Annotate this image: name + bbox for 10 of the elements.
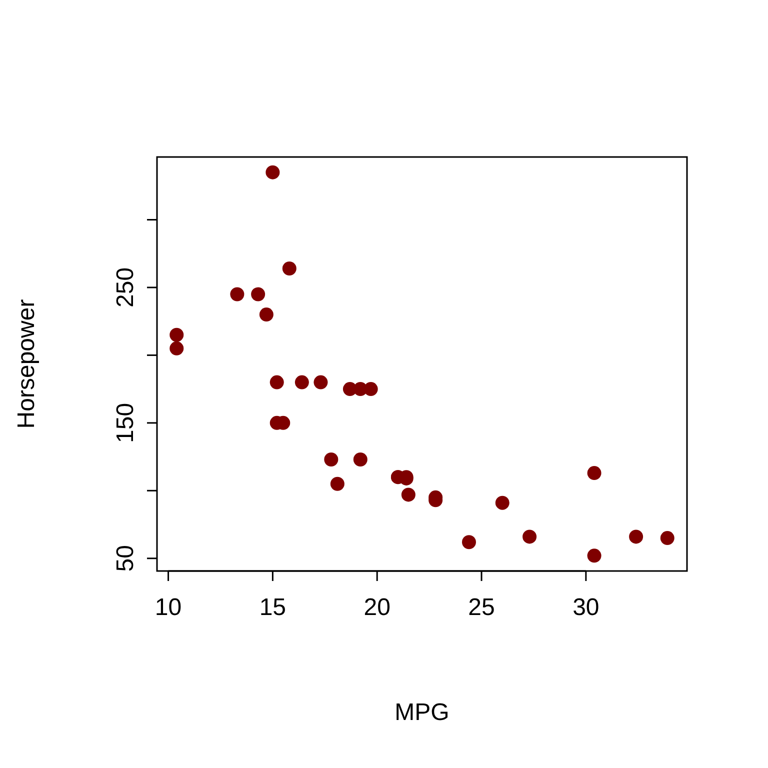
y-tick-label: 50 — [112, 545, 139, 572]
y-tick-label: 250 — [112, 267, 139, 308]
x-tick-label: 25 — [468, 594, 495, 621]
x-axis-title: MPG — [394, 699, 450, 726]
x-tick-label: 15 — [259, 594, 286, 621]
y-axis-title: Horsepower — [13, 299, 40, 429]
x-tick-label: 30 — [572, 594, 600, 621]
x-tick-label: 20 — [364, 594, 390, 621]
y-tick-label: 150 — [112, 402, 139, 443]
x-tick-label: 10 — [154, 594, 182, 621]
